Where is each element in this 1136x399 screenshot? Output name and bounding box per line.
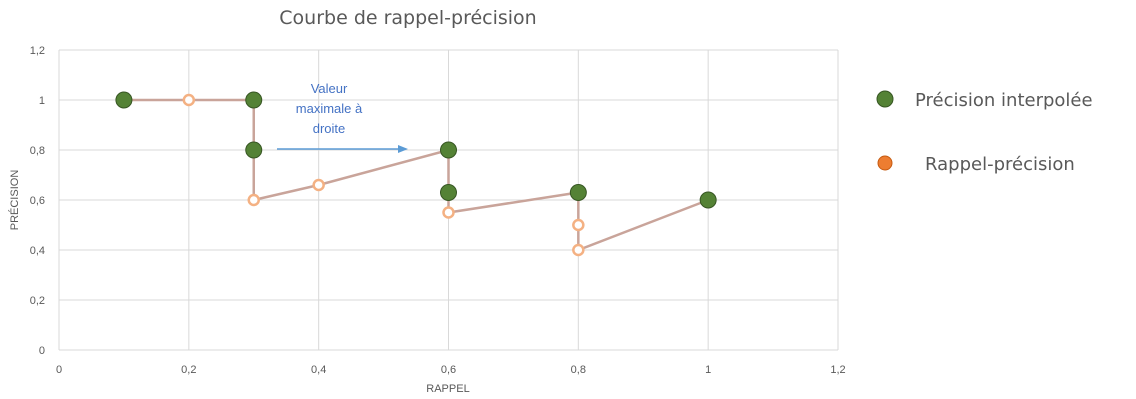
interpolated-precision-point — [699, 191, 717, 209]
legend-marker-interpolee — [876, 90, 894, 108]
y-tick-label: 0 — [39, 345, 45, 357]
annotation-line-1: Valeur — [311, 81, 348, 96]
chart-title: Courbe de rappel-précision — [279, 7, 536, 29]
interpolated-precision-point — [569, 184, 587, 201]
x-tick-label: 0,4 — [311, 364, 326, 376]
legend-label-interpolee: Précision interpolée — [915, 90, 1093, 111]
y-tick-label: 0,8 — [30, 145, 45, 157]
legend-marker-rappel — [877, 155, 893, 171]
x-tick-label: 0,2 — [181, 364, 196, 376]
interpolated-precision-point — [440, 141, 457, 159]
plot-area — [115, 91, 717, 257]
rappel-precision-line — [123, 98, 709, 252]
annotation-line-3: droite — [313, 121, 346, 136]
rappel-precision-point — [247, 193, 260, 207]
x-tick-label: 0 — [56, 364, 62, 376]
rappel-precision-point — [312, 178, 325, 192]
interpolated-precision-point — [115, 91, 133, 109]
y-tick-label: 0,2 — [30, 295, 45, 307]
interpolated-precision-point — [245, 91, 263, 109]
annotation-arrowhead — [398, 145, 408, 153]
y-tick-label: 1,2 — [30, 45, 45, 57]
y-tick-label: 1 — [39, 95, 45, 107]
rappel-precision-point — [572, 243, 585, 257]
y-tick-label: 0,6 — [30, 195, 45, 207]
annotation-line-2: maximale à — [296, 101, 363, 116]
y-tick-label: 0,4 — [30, 245, 45, 257]
interpolated-precision-point — [440, 184, 457, 201]
interpolated-precision-point — [245, 141, 263, 159]
annotation: Valeur maximale à droite — [277, 81, 408, 153]
x-tick-label: 0,8 — [571, 364, 586, 376]
x-tick-label: 1 — [705, 364, 711, 376]
y-axis-label: PRÉCISION — [8, 170, 21, 231]
legend: Précision interpolée Rappel-précision — [876, 90, 1093, 175]
rappel-precision-point — [442, 206, 455, 219]
rappel-precision-point — [572, 218, 585, 232]
x-tick-label: 1,2 — [830, 364, 845, 376]
legend-label-rappel: Rappel-précision — [925, 154, 1075, 175]
rappel-precision-point — [182, 93, 196, 107]
tick-labels: 0 0,2 0,4 0,6 0,8 1 1,2 0 0,2 0,4 0,6 0,8 1 1,2 — [30, 45, 846, 376]
x-tick-label: 0,6 — [441, 364, 456, 376]
x-axis-label: RAPPEL — [426, 383, 469, 395]
